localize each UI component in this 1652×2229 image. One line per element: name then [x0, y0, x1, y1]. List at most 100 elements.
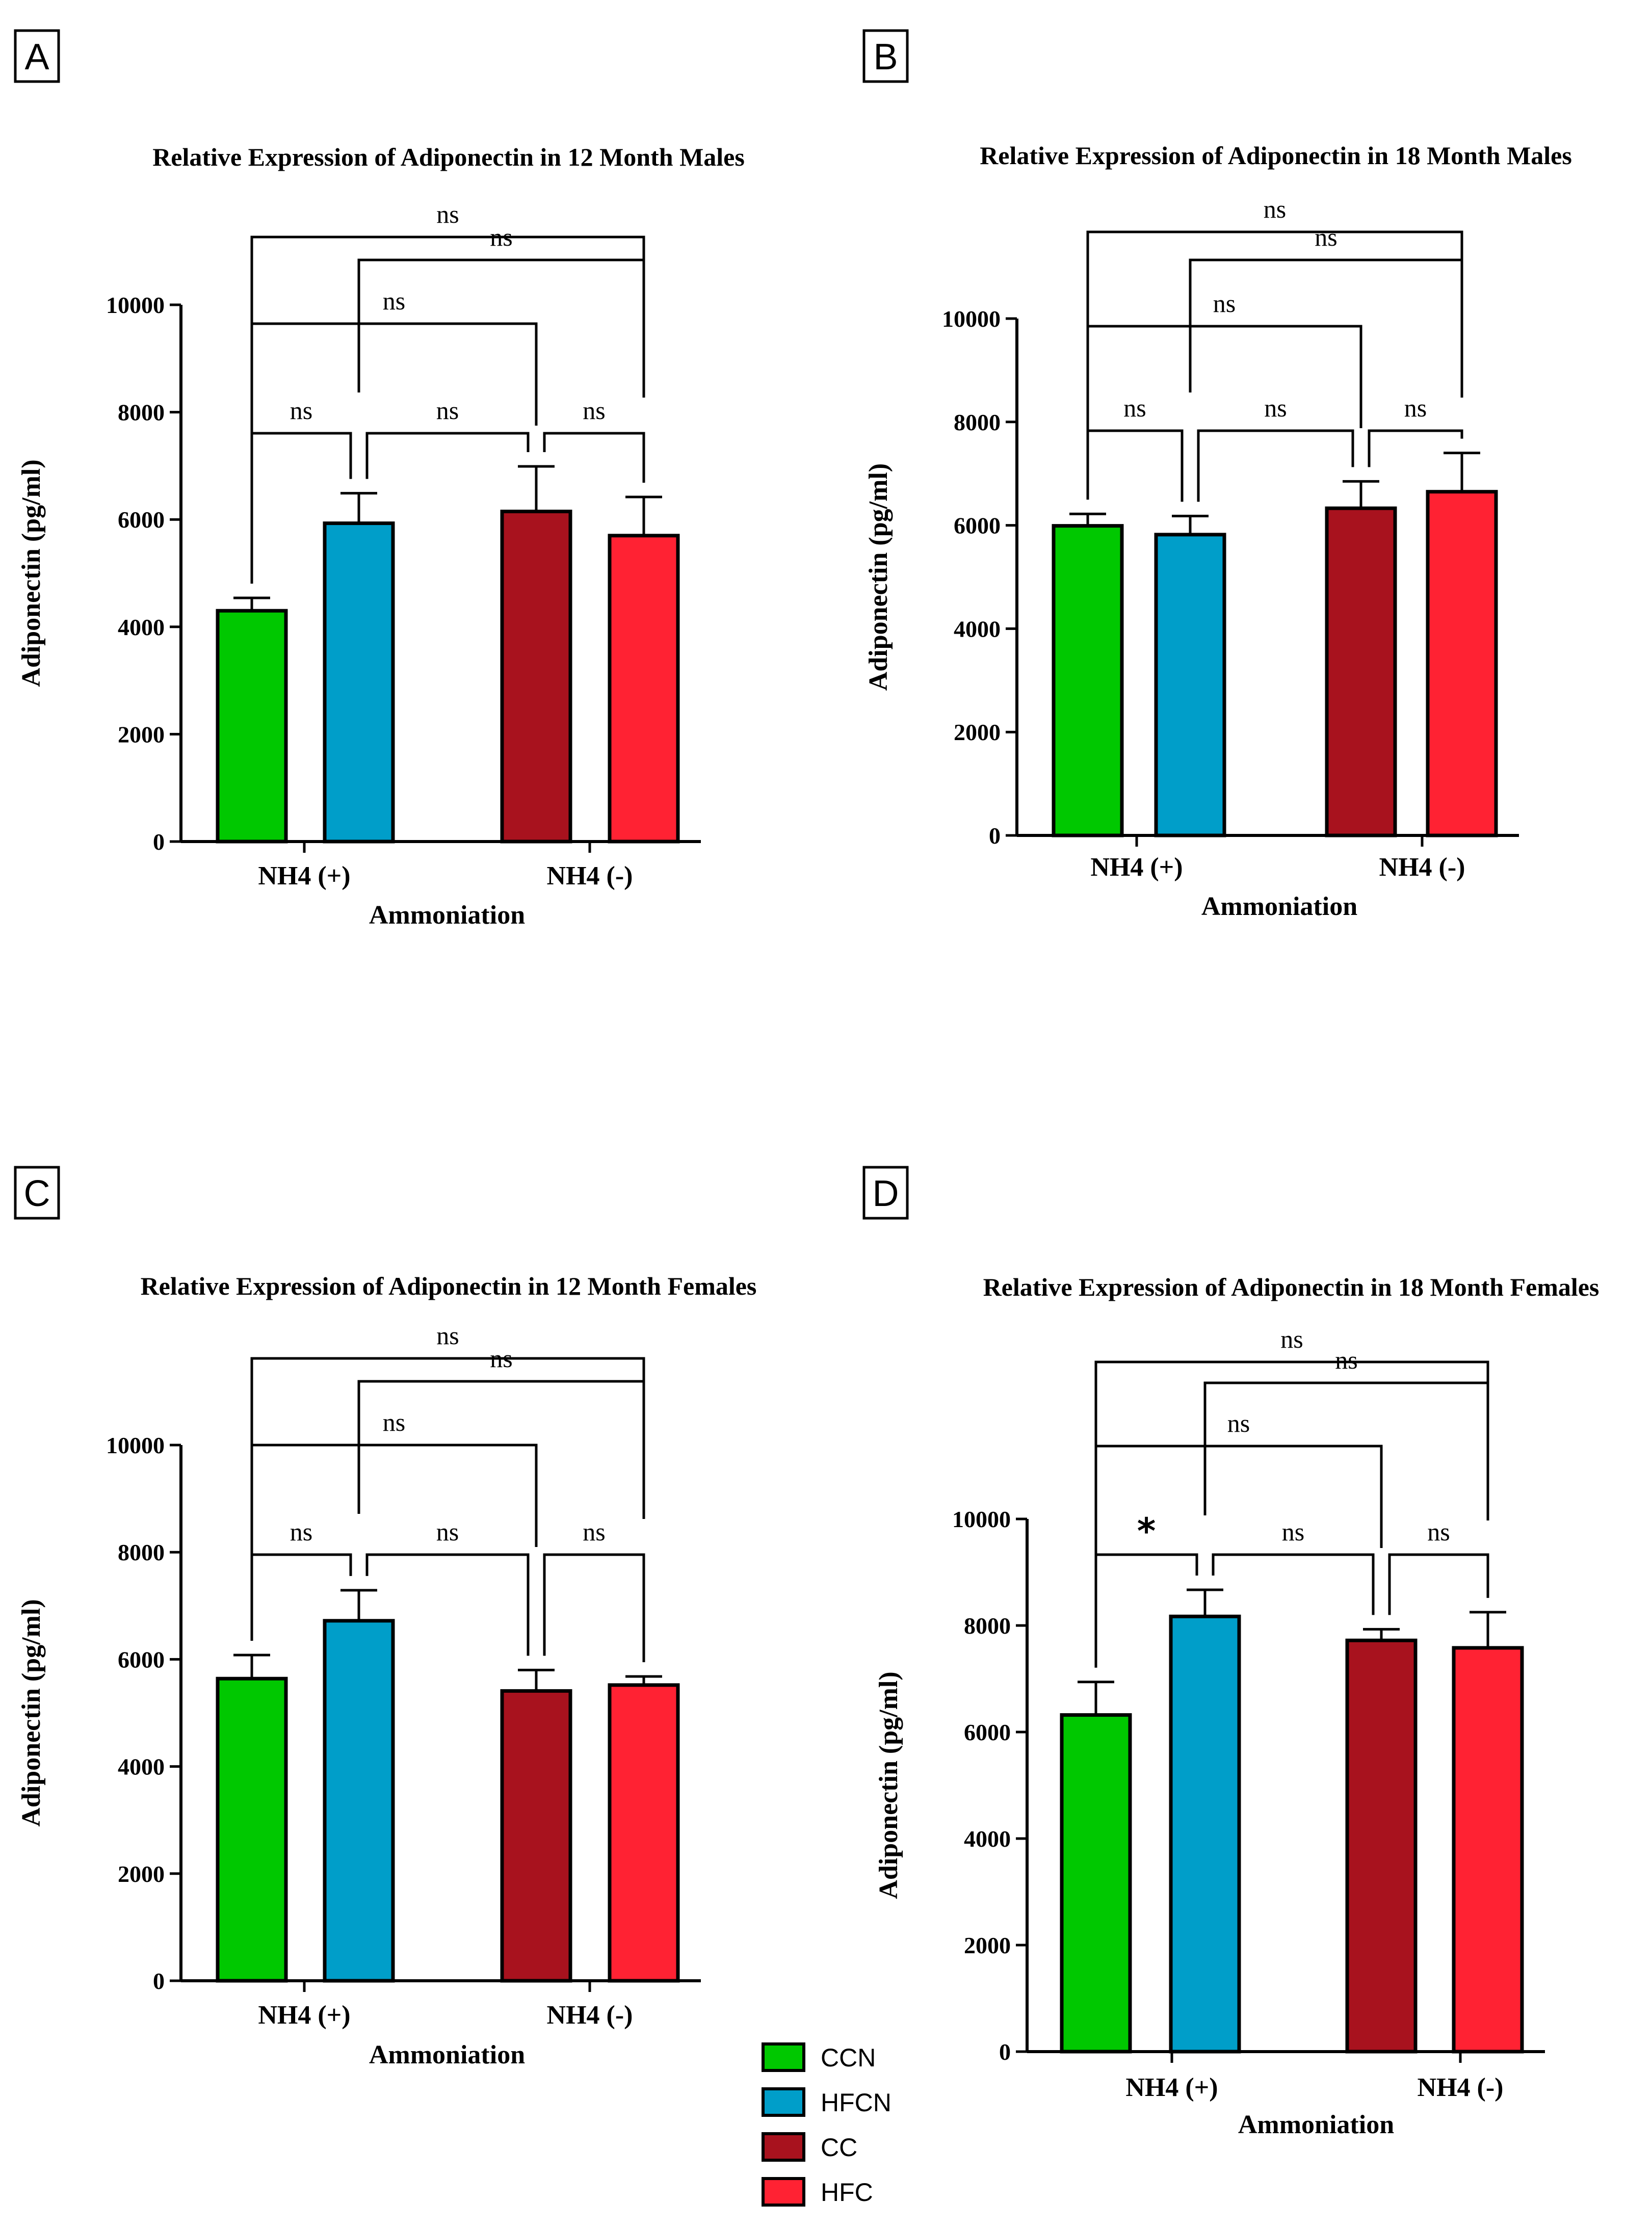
x-category-label: NH4 (-)	[547, 861, 633, 890]
bar-hfc	[1452, 1646, 1524, 2054]
chart-title: Relative Expression of Adiponectin in 18…	[980, 141, 1572, 170]
bar-ccn	[216, 1676, 288, 1983]
significance-bracket	[1094, 1445, 1383, 1574]
bar-cc	[500, 1689, 572, 1983]
bar-ccn	[216, 609, 288, 844]
y-tick-label: 6000	[954, 513, 1001, 539]
legend: CCN HFCN CC HFC	[762, 2042, 891, 2207]
significance-label: ns	[1315, 223, 1337, 251]
significance-label: ns	[436, 200, 459, 228]
bar-cc	[1345, 1638, 1418, 2054]
bar-hfc	[608, 534, 680, 844]
y-tick-label: 0	[999, 2039, 1011, 2065]
significance-label: ns	[436, 1517, 459, 1546]
significance-bracket	[1388, 1553, 1489, 1615]
y-tick-label: 6000	[118, 507, 165, 533]
panel-letter: C	[24, 1173, 50, 1214]
y-tick-label: 10000	[106, 292, 165, 318]
significance-bracket	[1189, 258, 1463, 398]
significance-bracket	[250, 432, 352, 584]
x-category-label: NH4 (-)	[547, 2001, 633, 2030]
y-tick-label: 10000	[952, 1506, 1011, 1532]
y-tick-label: 2000	[118, 1861, 165, 1887]
significance-label: ns	[436, 396, 459, 425]
y-tick-label: 8000	[118, 1539, 165, 1565]
significance-bracket	[250, 1444, 538, 1572]
significance-bracket	[250, 235, 645, 375]
bar-hfc	[1426, 490, 1498, 837]
y-tick-label: 4000	[954, 616, 1001, 642]
y-axis-title: Adiponectin (pg/ml)	[864, 463, 893, 691]
significance-bracket	[1094, 1553, 1198, 1668]
significance-label: ns	[1280, 1325, 1303, 1353]
panel-letter: A	[24, 37, 49, 77]
significance-label: ns	[1264, 394, 1287, 422]
y-tick-label: 6000	[964, 1719, 1011, 1745]
significance-bracket	[250, 1553, 352, 1641]
y-tick-label: 2000	[964, 1932, 1011, 1958]
bar-cc	[500, 509, 572, 844]
bar-hfcn	[323, 521, 395, 844]
legend-swatch-hfc	[762, 2177, 805, 2207]
y-tick-label: 0	[153, 1968, 165, 1994]
significance-bracket	[250, 1357, 645, 1496]
bar-hfcn	[1169, 1614, 1241, 2054]
significance-label: ns	[1282, 1517, 1304, 1546]
y-tick-label: 6000	[118, 1646, 165, 1672]
x-axis-title: Ammoniation	[1201, 892, 1357, 921]
significance-label: ns	[1213, 289, 1236, 318]
legend-swatch-ccn	[762, 2042, 805, 2072]
y-tick-label: 10000	[942, 306, 1001, 332]
panel-letter: B	[873, 37, 898, 77]
significance-label: ns	[290, 1517, 312, 1546]
y-tick-label: 4000	[964, 1826, 1011, 1852]
significance-bracket	[543, 1553, 645, 1663]
y-tick-label: 2000	[954, 719, 1001, 745]
significance-label: *	[1137, 1510, 1156, 1552]
significance-label: ns	[1404, 394, 1427, 422]
significance-label: ns	[583, 1517, 605, 1546]
bar-hfcn	[1154, 533, 1226, 837]
legend-swatch-hfcn	[762, 2087, 805, 2117]
chart-title: Relative Expression of Adiponectin in 18…	[983, 1273, 1599, 1301]
chart-panel-c: C Relative Expression of Adiponectin in 1…	[14, 1166, 757, 2069]
significance-label: ns	[1427, 1517, 1450, 1546]
bar-cc	[1325, 506, 1397, 837]
y-tick-label: 0	[989, 823, 1001, 849]
significance-bracket	[365, 1553, 530, 1656]
significance-bracket	[543, 432, 645, 483]
chart-title: Relative Expression of Adiponectin in 12…	[141, 1272, 757, 1300]
y-axis-title: Adiponectin (pg/ml)	[17, 1599, 46, 1826]
x-category-label: NH4 (-)	[1418, 2073, 1504, 2102]
y-tick-label: 0	[153, 829, 165, 855]
y-tick-label: 8000	[954, 409, 1001, 435]
y-axis-title: Adiponectin (pg/ml)	[17, 459, 46, 687]
x-axis-title: Ammoniation	[369, 901, 525, 930]
y-tick-label: 2000	[118, 721, 165, 747]
significance-bracket	[1094, 1360, 1489, 1500]
significance-bracket	[1086, 325, 1362, 454]
legend-label-hfcn: HFCN	[821, 2088, 891, 2117]
significance-bracket	[1203, 1381, 1489, 1520]
chart-panel-a: A Relative Expression of Adiponectin in 1…	[14, 29, 745, 930]
significance-label: ns	[1335, 1346, 1357, 1374]
significance-bracket	[357, 1380, 645, 1519]
significance-label: ns	[383, 286, 405, 315]
bar-hfcn	[323, 1619, 395, 1983]
bar-ccn	[1060, 1713, 1132, 2054]
x-category-label: NH4 (+)	[258, 861, 350, 890]
chart-panel-b: B Relative Expression of Adiponectin in 1…	[862, 29, 1572, 921]
x-category-label: NH4 (+)	[1090, 853, 1183, 882]
x-axis-title: Ammoniation	[1238, 2110, 1394, 2139]
y-tick-label: 10000	[106, 1432, 165, 1458]
significance-label: ns	[290, 396, 312, 425]
panel-letter-box	[862, 29, 909, 83]
y-axis-title: Adiponectin (pg/ml)	[874, 1671, 903, 1899]
y-tick-label: 8000	[118, 400, 165, 426]
significance-label: ns	[436, 1321, 459, 1350]
x-category-label: NH4 (+)	[258, 2001, 350, 2030]
chart-title: Relative Expression of Adiponectin in 12…	[152, 143, 745, 171]
chart-panel-d: D Relative Expression of Adiponectin in 1…	[862, 1166, 1599, 2139]
significance-bracket	[1086, 429, 1184, 502]
y-tick-label: 4000	[118, 1754, 165, 1780]
